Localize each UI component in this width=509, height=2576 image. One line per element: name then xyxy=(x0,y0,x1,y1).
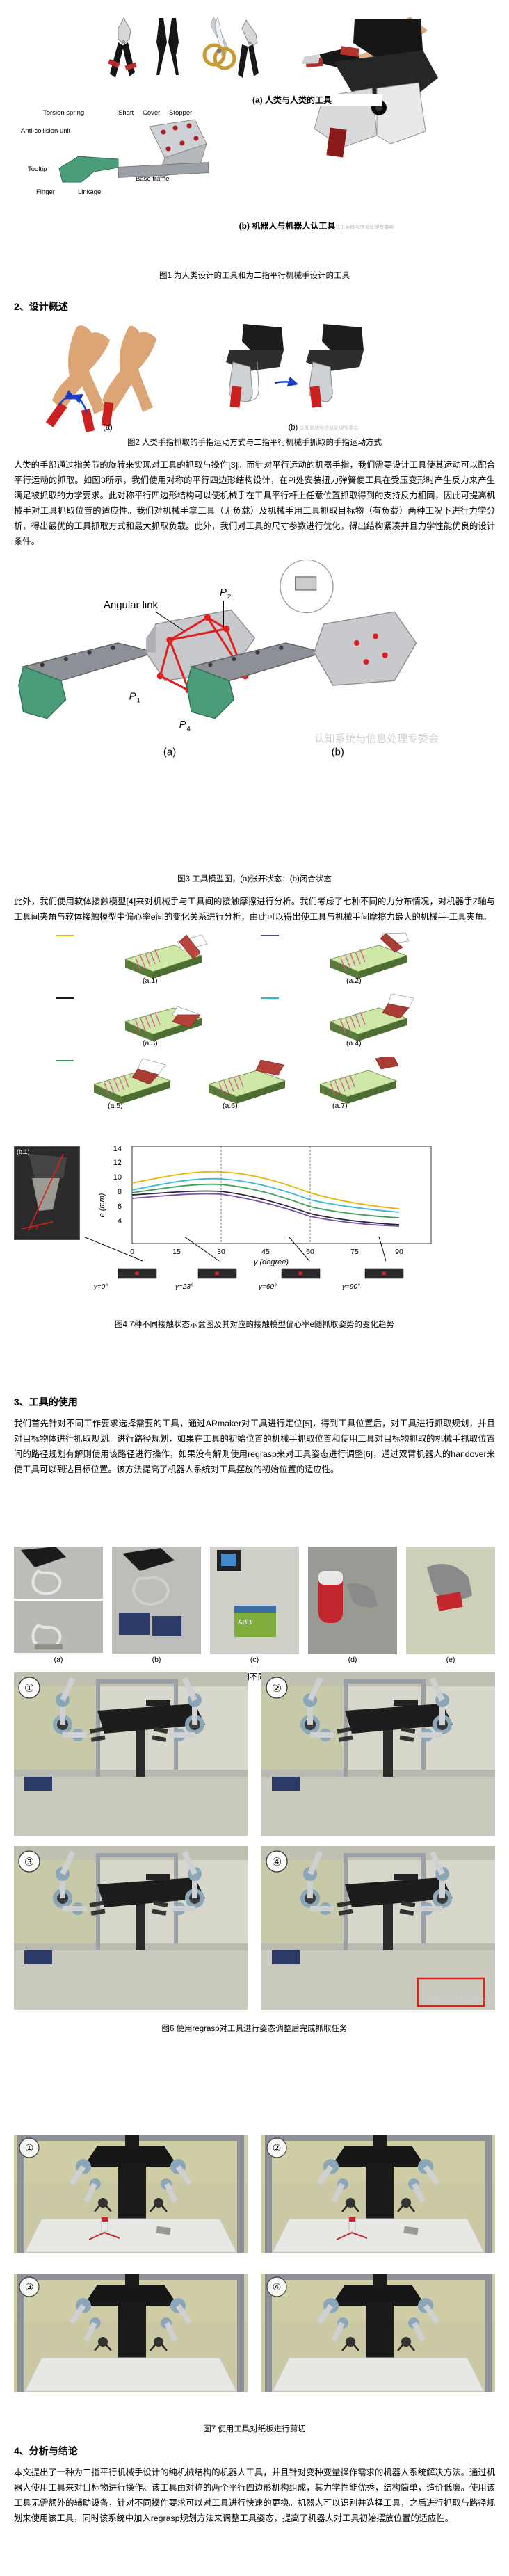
svg-text:8: 8 xyxy=(118,1188,122,1196)
svg-text:①: ① xyxy=(25,2142,34,2153)
svg-text:γ=0°: γ=0° xyxy=(94,1283,108,1291)
svg-text:6: 6 xyxy=(118,1203,122,1211)
svg-text:1: 1 xyxy=(137,697,140,705)
svg-text:②: ② xyxy=(273,2142,282,2153)
svg-text:③: ③ xyxy=(24,1857,34,1868)
svg-text:②: ② xyxy=(272,1683,282,1695)
svg-text:γ=90°: γ=90° xyxy=(342,1283,360,1291)
svg-text:①: ① xyxy=(24,1683,34,1695)
svg-text:e (mm): e (mm) xyxy=(98,1193,106,1217)
svg-text:10: 10 xyxy=(113,1173,122,1182)
svg-text:4: 4 xyxy=(118,1217,122,1225)
svg-text:Angular link: Angular link xyxy=(104,599,159,611)
svg-text:γ=60°: γ=60° xyxy=(259,1283,277,1291)
svg-text:γ: γ xyxy=(35,1223,39,1230)
svg-text:12: 12 xyxy=(113,1159,122,1167)
svg-text:④: ④ xyxy=(273,2281,282,2292)
svg-text:认知系统与信息处理专委会: 认知系统与信息处理专委会 xyxy=(314,733,439,745)
svg-text:③: ③ xyxy=(25,2281,34,2292)
svg-text:P: P xyxy=(129,690,136,702)
svg-text:γ=23°: γ=23° xyxy=(175,1283,193,1291)
svg-text:14: 14 xyxy=(113,1145,122,1153)
svg-text:认知系统与信息处理专委会: 认知系统与信息处理专委会 xyxy=(421,1996,495,2004)
svg-text:ABB: ABB xyxy=(238,1619,252,1627)
svg-text:④: ④ xyxy=(272,1857,282,1868)
